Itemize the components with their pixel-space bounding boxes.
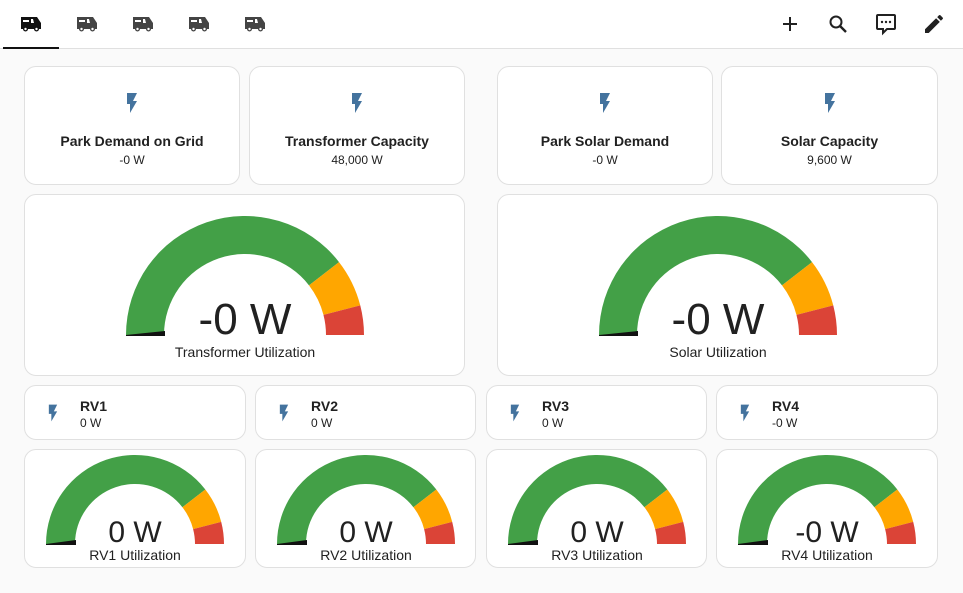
- gauge-value: -0 W: [672, 295, 765, 344]
- gauge-segment-green: [599, 216, 813, 335]
- rv-truck-icon: [243, 12, 267, 36]
- gauge-label: RV3 Utilization: [551, 547, 643, 563]
- entity-name: Solar Capacity: [780, 133, 879, 149]
- gauge-card-rv3[interactable]: 0 W RV3 Utilization: [486, 449, 707, 568]
- gauge-value: -0 W: [199, 295, 292, 344]
- entity-name: Park Demand on Grid: [60, 133, 204, 149]
- entity-state: 9,600 W: [807, 153, 852, 167]
- entity-name: Transformer Capacity: [285, 133, 429, 149]
- gauge-needle: [599, 331, 638, 336]
- rv-name: RV1: [80, 398, 107, 414]
- gauge-segment-yellow: [782, 262, 834, 315]
- assist-icon[interactable]: [874, 12, 898, 36]
- pencil-icon[interactable]: [922, 12, 946, 36]
- gauge-needle: [46, 540, 76, 545]
- flash-icon: [43, 402, 63, 424]
- gauge-label: RV1 Utilization: [89, 547, 181, 563]
- flash-icon: [593, 91, 617, 115]
- tab-view-5[interactable]: [227, 0, 283, 48]
- gauge-label: Transformer Utilization: [175, 344, 315, 360]
- gauge-segment-red: [193, 521, 224, 544]
- search-icon[interactable]: [826, 12, 850, 36]
- gauge-segment-yellow: [182, 489, 222, 530]
- gauge-label: RV4 Utilization: [781, 547, 873, 563]
- entity-state: 48,000 W: [331, 153, 383, 167]
- gauge-value: 0 W: [108, 516, 162, 549]
- gauge-value: -0 W: [795, 516, 859, 549]
- rv-card-rv2[interactable]: RV2 0 W: [255, 385, 476, 440]
- rv-truck-icon: [187, 12, 211, 36]
- gauge-label: RV2 Utilization: [320, 547, 412, 563]
- tab-view-3[interactable]: [115, 0, 171, 48]
- gauge-segment-green: [738, 455, 898, 544]
- gauge-needle: [508, 540, 538, 545]
- gauge-segment-red: [323, 305, 364, 335]
- rv-card-rv3[interactable]: RV3 0 W: [486, 385, 707, 440]
- gauge-segment-green: [508, 455, 668, 544]
- plus-icon[interactable]: [778, 12, 802, 36]
- rv-name: RV4: [772, 398, 799, 414]
- gauge-segment-yellow: [644, 489, 684, 530]
- rv-state: 0 W: [80, 416, 102, 430]
- rv-name: RV3: [542, 398, 569, 414]
- entity-card-transformer-capacity[interactable]: Transformer Capacity 48,000 W: [249, 66, 465, 185]
- gauge-card-rv1[interactable]: 0 W RV1 Utilization: [24, 449, 246, 568]
- flash-icon: [818, 91, 842, 115]
- entity-state: -0 W: [119, 153, 145, 167]
- gauge-segment-red: [424, 521, 455, 544]
- rv-state: 0 W: [311, 416, 333, 430]
- gauge-value: 0 W: [570, 516, 624, 549]
- rv-state: -0 W: [772, 416, 798, 430]
- rv-card-rv4[interactable]: RV4 -0 W: [716, 385, 938, 440]
- gauge-card-rv2[interactable]: 0 W RV2 Utilization: [255, 449, 476, 568]
- gauge-segment-green: [277, 455, 437, 544]
- entity-name: Park Solar Demand: [540, 133, 670, 149]
- entity-card-park-solar-demand[interactable]: Park Solar Demand -0 W: [497, 66, 713, 185]
- gauge-segment-yellow: [309, 262, 361, 315]
- flash-icon: [735, 402, 755, 424]
- gauge-card-solar[interactable]: -0 W Solar Utilization: [497, 194, 938, 376]
- gauge-segment-red: [885, 521, 916, 544]
- entity-card-solar-capacity[interactable]: Solar Capacity 9,600 W: [721, 66, 938, 185]
- gauge-value: 0 W: [339, 516, 393, 549]
- tab-view-4[interactable]: [171, 0, 227, 48]
- rv-name: RV2: [311, 398, 338, 414]
- gauge-needle: [126, 331, 165, 336]
- gauge-card-transformer[interactable]: -0 W Transformer Utilization: [24, 194, 465, 376]
- gauge-needle: [738, 540, 768, 545]
- rv-truck-icon: [75, 12, 99, 36]
- flash-icon: [505, 402, 525, 424]
- gauge-segment-red: [655, 521, 686, 544]
- tab-view-2[interactable]: [59, 0, 115, 48]
- gauge-needle: [277, 540, 307, 545]
- entity-card-park-demand[interactable]: Park Demand on Grid -0 W: [24, 66, 240, 185]
- gauge-card-rv4[interactable]: -0 W RV4 Utilization: [716, 449, 938, 568]
- flash-icon: [120, 91, 144, 115]
- flash-icon: [274, 402, 294, 424]
- gauge-label: Solar Utilization: [669, 344, 766, 360]
- gauge-segment-green: [126, 216, 340, 335]
- flash-icon: [345, 91, 369, 115]
- gauge-segment-yellow: [874, 489, 914, 530]
- top-toolbar: [0, 0, 963, 49]
- rv-truck-icon: [131, 12, 155, 36]
- gauge-segment-red: [796, 305, 837, 335]
- tab-view-1[interactable]: [3, 0, 59, 49]
- gauge-segment-green: [46, 455, 206, 544]
- rv-card-rv1[interactable]: RV1 0 W: [24, 385, 246, 440]
- entity-state: -0 W: [592, 153, 618, 167]
- rv-state: 0 W: [542, 416, 564, 430]
- gauge-segment-yellow: [413, 489, 453, 530]
- rv-truck-icon: [19, 12, 43, 36]
